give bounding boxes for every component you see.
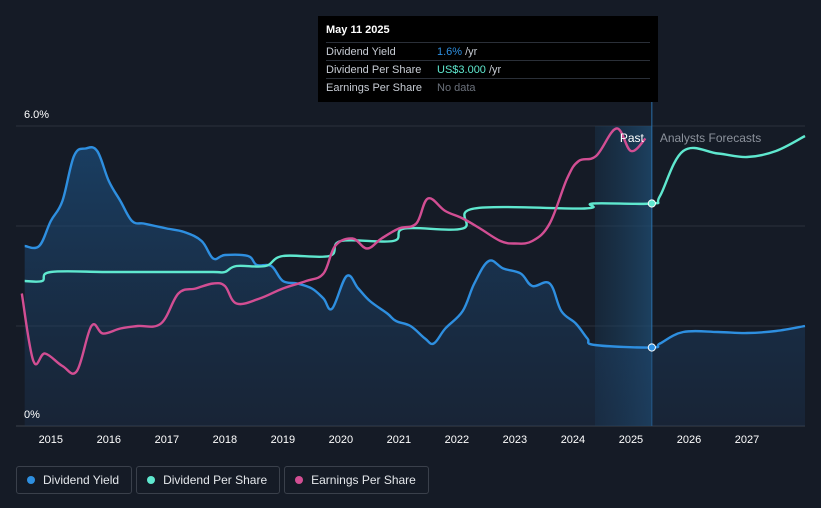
x-tick-label: 2025 [619,434,643,446]
x-tick-label: 2027 [735,434,759,446]
legend: Dividend Yield Dividend Per Share Earnin… [16,466,429,494]
x-tick-label: 2016 [97,434,121,446]
legend-item-earnings-per-share[interactable]: Earnings Per Share [284,466,429,494]
x-tick-label: 2018 [213,434,237,446]
series-fills [24,147,805,426]
series-lines [20,127,806,375]
x-tick-label: 2026 [677,434,701,446]
x-tick-label: 2021 [387,434,411,446]
legend-item-dividend-per-share[interactable]: Dividend Per Share [136,466,281,494]
legend-label: Dividend Per Share [163,473,268,487]
series-area-dividend-yield [24,147,805,426]
marker-dividend-per-share [647,199,656,208]
tooltip-date: May 11 2025 [326,24,390,36]
marker-dividend-yield [647,343,656,352]
x-tick-label: 2024 [561,434,585,446]
x-axis-labels: 2015 2016 2017 2018 2019 2020 2021 2022 2023 2024… [39,434,760,446]
y-tick-label: 6.0% [24,109,49,121]
x-tick-label: 2020 [329,434,353,446]
dot-icon [147,476,156,484]
series-line-dividend-yield [24,146,806,349]
region-labels: Past Analysts Forecasts [620,131,761,145]
tooltip-unit: /yr [465,45,478,58]
tooltip-unit: /yr [488,63,502,76]
tooltip-label: Dividend Yield [326,45,396,58]
series-line-earnings-per-share [20,127,647,375]
series-line-dividend-per-share [24,134,806,283]
legend-label: Earnings Per Share [311,473,416,487]
tooltip-value: 1.6% [437,45,463,58]
current-markers [647,199,656,352]
x-tick-label: 2015 [39,434,63,446]
x-tick-label: 2022 [445,434,469,446]
x-tick-label: 2019 [271,434,295,446]
tooltip-row-dividend-yield: Dividend Yield 1.6% /yr [326,42,650,60]
y-axis-labels: 6.0% 0% [24,109,49,421]
x-tick-label: 2017 [155,434,179,446]
legend-item-dividend-yield[interactable]: Dividend Yield [16,466,133,494]
tooltip-row-earnings-per-share: Earnings Per Share No data [326,78,650,96]
y-tick-label: 0% [24,409,40,421]
tooltip-row-dividend-per-share: Dividend Per Share US$3.000 /yr [326,60,650,78]
tooltip-value: US$3.000 [437,63,486,76]
tooltip-label: Earnings Per Share [326,81,422,94]
tooltip-value: No data [437,81,476,94]
legend-label: Dividend Yield [43,473,120,487]
past-label: Past [620,131,645,145]
tooltip: May 11 2025 Dividend Yield 1.6% /yr Divi… [318,16,658,102]
dot-icon [27,476,35,484]
dot-icon [295,476,304,484]
x-tick-label: 2023 [503,434,527,446]
forecast-label: Analysts Forecasts [660,131,761,145]
tooltip-label: Dividend Per Share [326,63,422,76]
